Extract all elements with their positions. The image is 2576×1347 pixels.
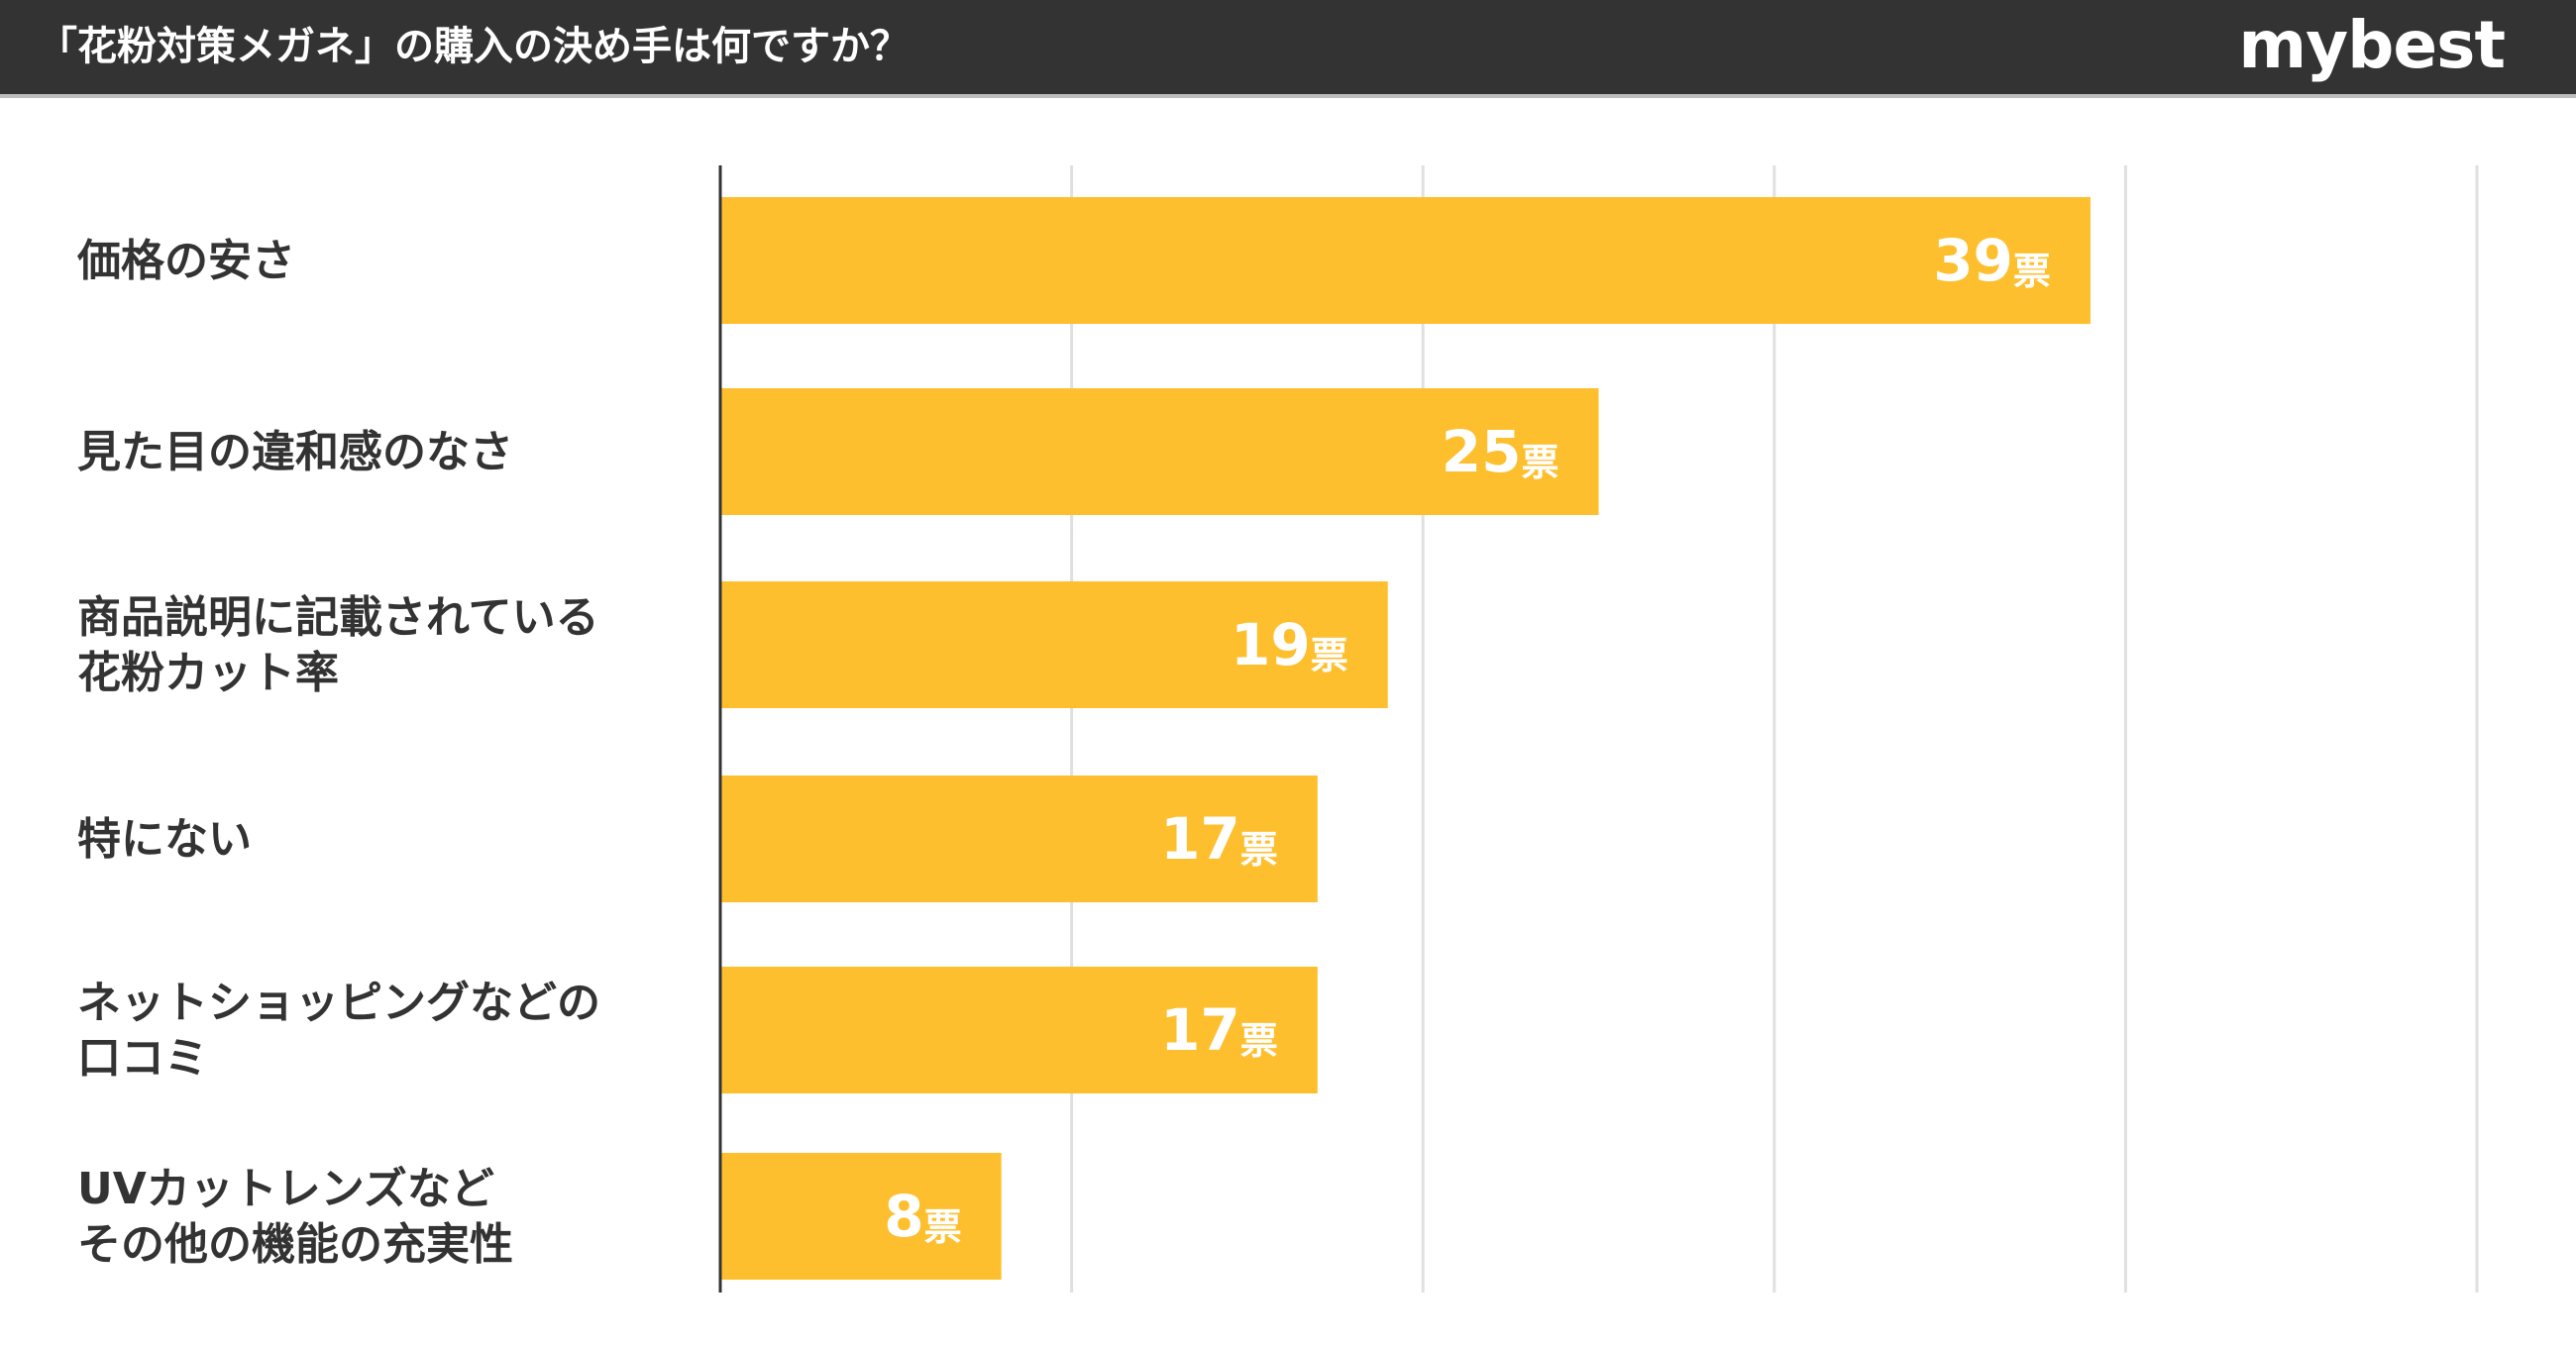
value-unit: 票 [1240,1019,1278,1063]
category-label: 花粉カット率 [77,648,339,698]
category-label: 見た目の違和感のなさ [77,427,513,477]
header-divider [0,94,2576,98]
value-label: 25票 [1442,418,1559,485]
bar [720,776,1318,902]
value-number: 19 [1231,611,1311,678]
bars [720,197,2091,1280]
value-label: 8票 [884,1183,961,1250]
brand-logo: mybest [2238,7,2506,83]
category-label: その他の機能の充実性 [77,1219,513,1270]
bar [720,1153,1002,1280]
category-label: 価格の安さ [76,236,295,286]
value-label: 39票 [1933,227,2051,294]
value-label: 19票 [1231,611,1348,678]
value-number: 17 [1160,805,1240,873]
category-label: UVカットレンズなど [77,1164,494,1214]
category-label: 口コミ [77,1033,208,1084]
value-number: 39 [1933,227,2013,294]
value-label: 17票 [1160,996,1278,1064]
bar [720,581,1388,708]
value-unit: 票 [2013,250,2051,293]
value-unit: 票 [924,1205,962,1249]
chart-title: 「花粉対策メガネ」の購入の決め手は何ですか？ [38,24,910,69]
value-label: 17票 [1160,805,1278,873]
value-unit: 票 [1521,441,1558,484]
bar [720,197,2091,324]
value-number: 8 [884,1183,923,1250]
value-unit: 票 [1311,634,1348,677]
header-bar: 「花粉対策メガネ」の購入の決め手は何ですか？ mybest [0,0,2576,94]
value-number: 17 [1160,996,1240,1064]
bar [720,388,1599,515]
category-label: ネットショッピングなどの [77,978,600,1028]
value-unit: 票 [1240,828,1278,872]
grid-lines [1070,165,2479,1293]
value-number: 25 [1442,418,1522,485]
category-labels: 価格の安さ見た目の違和感のなさ商品説明に記載されている花粉カット率特にないネット… [76,236,600,1270]
category-label: 特にない [77,814,252,865]
category-label: 商品説明に記載されている [77,592,599,643]
bar [720,967,1318,1093]
